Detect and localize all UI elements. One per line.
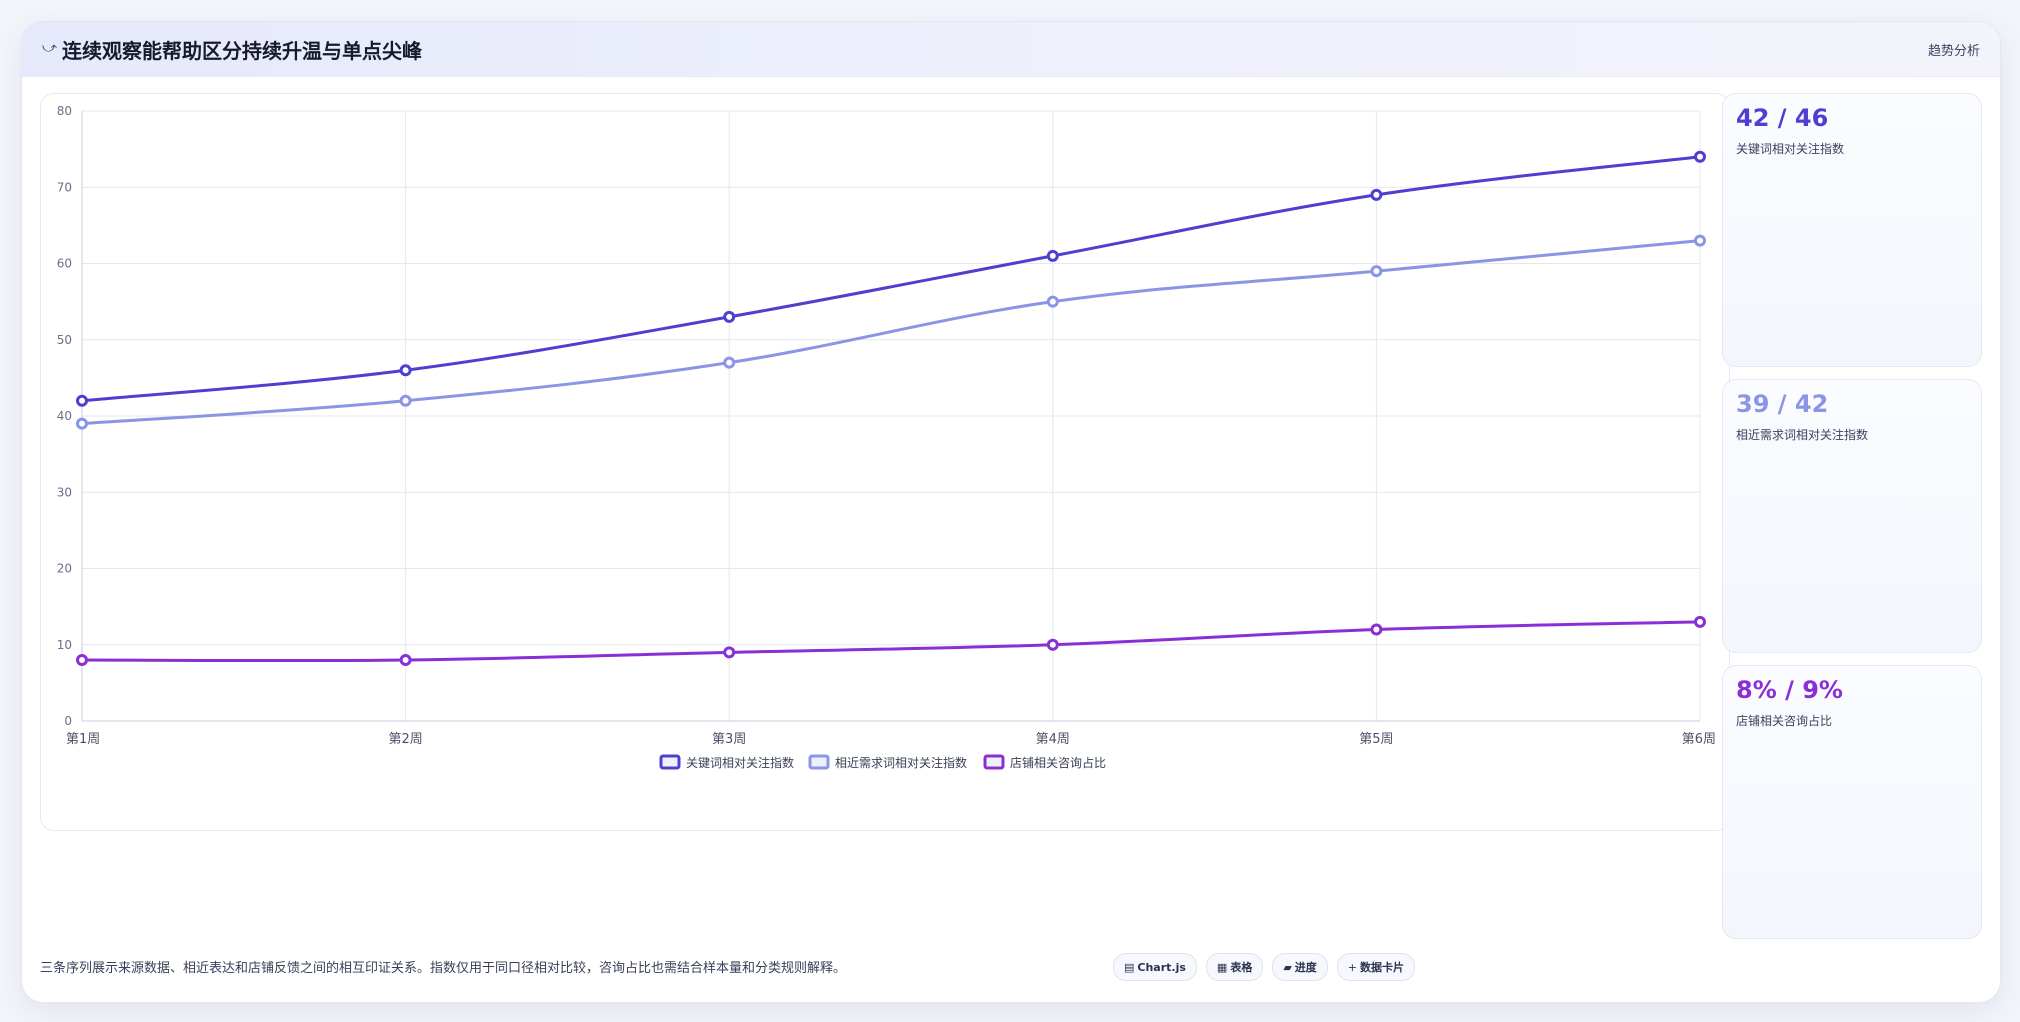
data-point — [1694, 615, 1706, 628]
chip-label: 表格 — [1230, 961, 1253, 974]
data-point — [76, 417, 88, 430]
kpi-card-keyword: 42 / 46 关键词相对关注指数 — [1722, 93, 1982, 367]
x-tick-label: 第6周 — [1682, 732, 1716, 747]
kpi-value: 42 / 46 — [1736, 104, 1829, 132]
chip-data-card[interactable]: + 数据卡片 — [1336, 953, 1416, 981]
x-tick-label: 第1周 — [66, 732, 100, 747]
y-tick-label: 80 — [57, 104, 72, 118]
y-tick-label: 50 — [57, 333, 72, 347]
header-tag: 趋势分析 — [1927, 44, 1980, 59]
y-tick-label: 60 — [57, 257, 72, 271]
line-chart: 0 10 20 30 40 50 60 70 80 第1周 第2周 第3周 第4周 第5周 第6周关键词相对… — [57, 104, 1716, 770]
x-tick-label: 第2周 — [388, 732, 422, 747]
data-point — [1046, 249, 1059, 262]
chip-progress[interactable]: ▰ 进度 — [1272, 953, 1328, 981]
y-tick-label: 40 — [57, 409, 72, 423]
kpi-card-consult: 8% / 9% 店铺相关咨询占比 — [1722, 665, 1982, 939]
chip-label: Chart.js — [1137, 960, 1186, 974]
data-point — [399, 364, 412, 377]
data-point — [1046, 295, 1059, 308]
kpi-label: 店铺相关咨询占比 — [1736, 714, 1833, 728]
legend-swatch — [659, 754, 681, 770]
kpi-value: 39 / 42 — [1736, 390, 1829, 418]
progress-icon: ▰ — [1283, 960, 1292, 974]
legend-label: 店铺相关咨询占比 — [1010, 755, 1106, 770]
data-point — [399, 394, 412, 407]
trend-card: ⤻ 连续观察能帮助区分持续升温与单点尖峰 趋势分析 0 10 20 30 40 50 60 7… — [21, 21, 2001, 1003]
kpi-label: 相近需求词相对关注指数 — [1736, 428, 1869, 442]
kpi-card-related: 39 / 42 相近需求词相对关注指数 — [1722, 379, 1982, 653]
legend-swatch — [983, 754, 1005, 770]
footnote: 三条序列展示来源数据、相近表达和店铺反馈之间的相互印证关系。指数仅用于同口径相对… — [40, 961, 847, 976]
legend-label: 相近需求词相对关注指数 — [835, 755, 967, 770]
data-point — [723, 646, 736, 659]
x-tick-label: 第4周 — [1036, 732, 1070, 747]
y-tick-label: 30 — [57, 485, 72, 499]
legend-swatch — [808, 754, 830, 770]
data-point — [723, 356, 736, 369]
table-icon: ▦ — [1216, 960, 1228, 974]
chip-label: 数据卡片 — [1360, 961, 1405, 974]
series-line-0 — [81, 155, 1701, 403]
x-tick-label: 第3周 — [712, 732, 746, 747]
y-tick-label: 70 — [57, 180, 72, 194]
data-point — [76, 394, 88, 407]
series-line-1 — [81, 239, 1701, 426]
y-tick-label: 10 — [57, 638, 72, 652]
chip-table[interactable]: ▦ 表格 — [1205, 953, 1264, 981]
card-header: ⤻ 连续观察能帮助区分持续升温与单点尖峰 趋势分析 — [22, 22, 2000, 77]
series-line-2 — [81, 620, 1701, 663]
data-point — [76, 654, 88, 666]
x-tick-label: 第5周 — [1359, 732, 1393, 747]
data-point — [399, 654, 412, 666]
chart-trend-icon: ⤻ — [42, 40, 57, 56]
data-point — [723, 310, 736, 323]
data-point — [1694, 234, 1706, 247]
chart-icon: ▤ — [1124, 960, 1135, 974]
kpi-label: 关键词相对关注指数 — [1736, 142, 1845, 156]
data-card-icon: + — [1347, 960, 1358, 974]
chip-group: ▤ Chart.js ▦ 表格 ▰ 进度 + 数据卡片 — [1113, 953, 1416, 981]
y-tick-label: 0 — [64, 714, 72, 728]
data-point — [1370, 188, 1383, 201]
legend-label: 关键词相对关注指数 — [686, 755, 794, 770]
data-point — [1370, 623, 1383, 636]
data-point — [1370, 265, 1383, 278]
y-tick-label: 20 — [57, 562, 72, 576]
data-point — [1046, 638, 1059, 651]
data-point — [1694, 150, 1706, 163]
chip-chartjs[interactable]: ▤ Chart.js — [1113, 953, 1197, 981]
chip-label: 进度 — [1294, 961, 1317, 974]
chart-panel: 0 10 20 30 40 50 60 70 80 第1周 第2周 第3周 第4周 第5周 第6周关键词相对… — [40, 93, 1730, 831]
page-title: 连续观察能帮助区分持续升温与单点尖峰 — [62, 39, 422, 63]
kpi-value: 8% / 9% — [1736, 676, 1843, 704]
